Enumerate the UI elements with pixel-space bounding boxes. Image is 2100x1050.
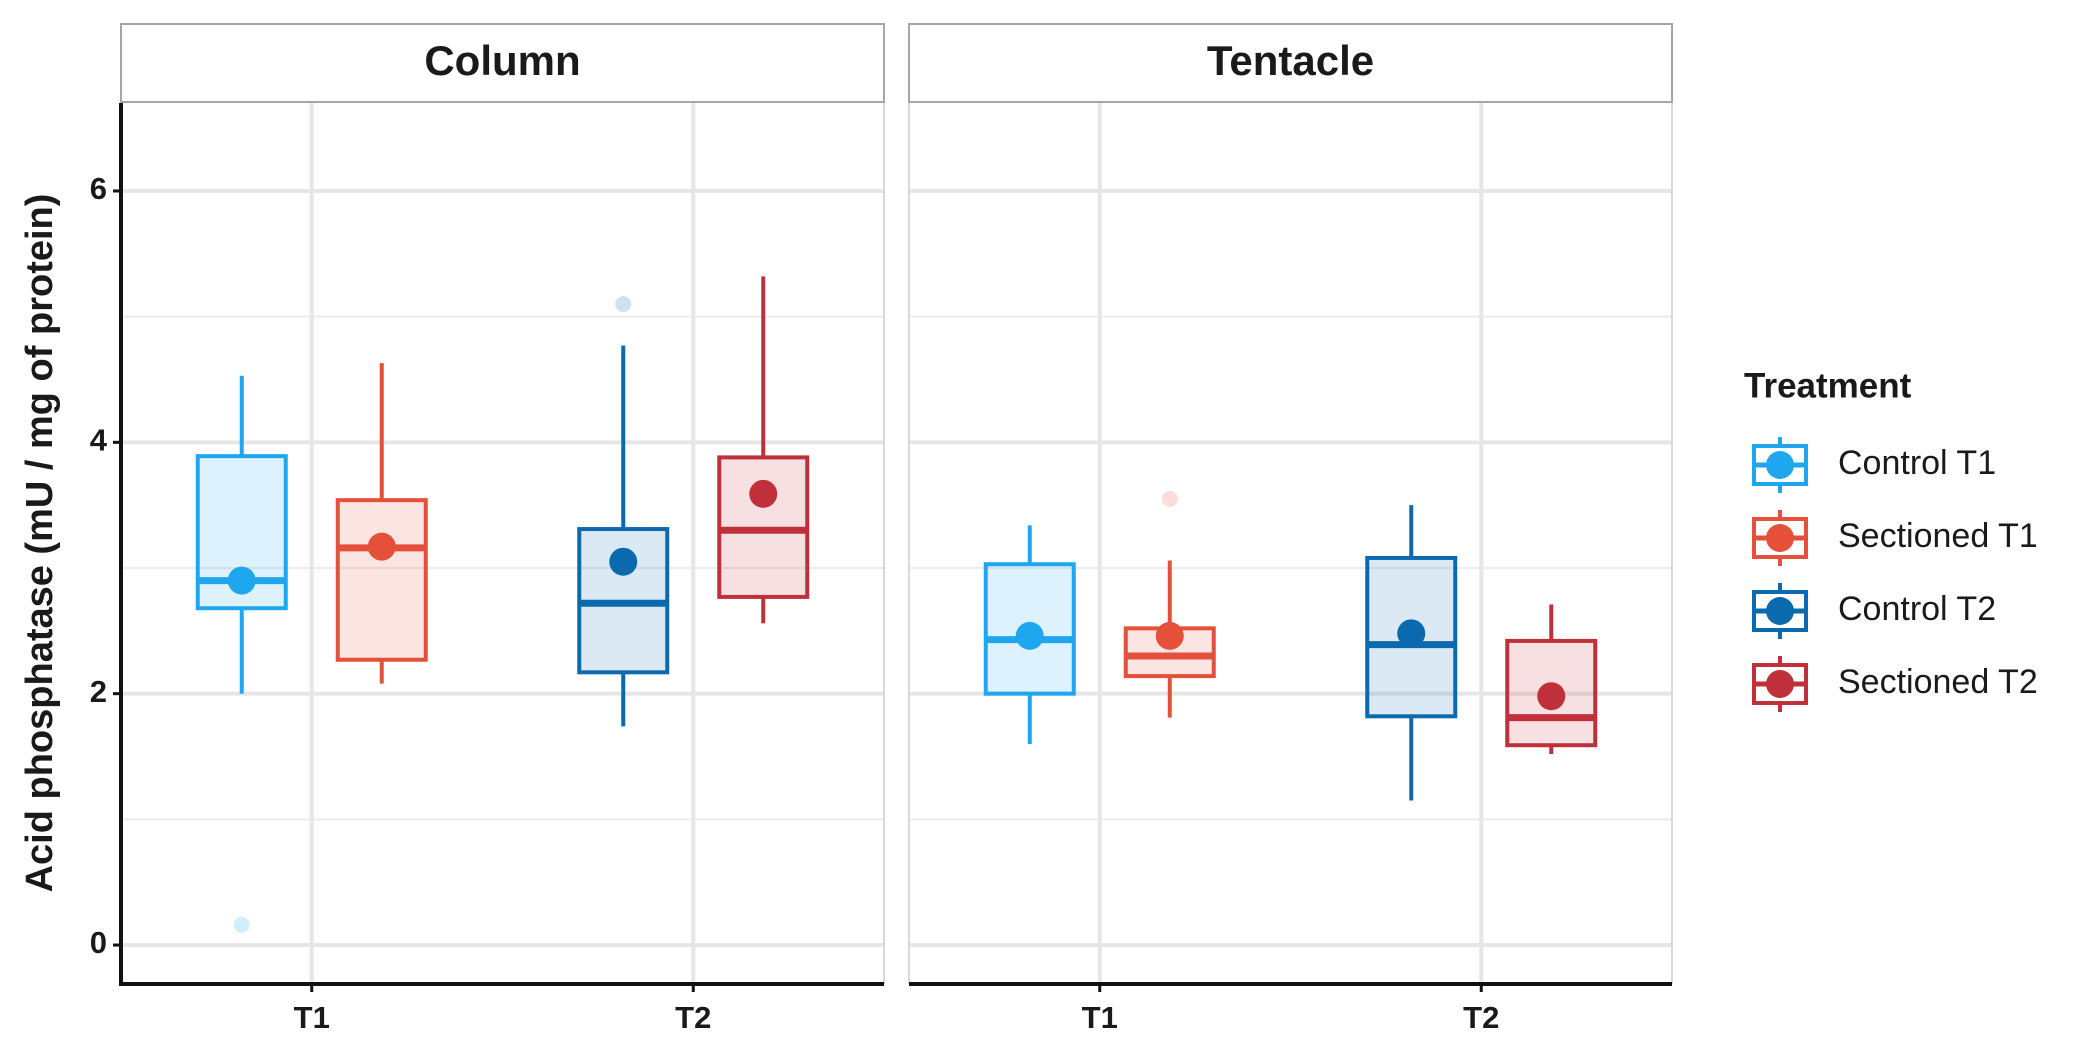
legend-title: Treatment	[1744, 366, 1912, 405]
mean-point	[227, 566, 256, 595]
y-tick-label: 0	[90, 925, 107, 960]
legend-label: Sectioned T2	[1838, 663, 2038, 701]
mean-point	[1397, 619, 1426, 648]
x-tick-label: T2	[675, 1000, 711, 1035]
y-tick-label: 6	[90, 171, 107, 206]
y-axis-label: Acid phosphatase (mU / mg of protein)	[19, 194, 61, 893]
mean-point	[1537, 682, 1566, 711]
mean-point	[1155, 621, 1184, 650]
strip-background	[908, 23, 1673, 103]
panel-background	[121, 103, 884, 984]
legend-key-dot	[1766, 597, 1794, 625]
x-tick-label: T1	[1082, 1000, 1118, 1035]
legend-key-dot	[1766, 524, 1794, 552]
y-tick-label: 4	[90, 423, 108, 458]
strip-background	[120, 23, 885, 103]
box	[335, 498, 428, 662]
y-tick-label: 2	[90, 674, 107, 709]
mean-point	[609, 547, 638, 576]
outlier	[615, 296, 632, 313]
strip-title: Tentacle	[1207, 37, 1374, 84]
legend-key-dot	[1766, 451, 1794, 479]
legend-label: Sectioned T1	[1838, 517, 2038, 555]
x-tick-label: T2	[1463, 1000, 1499, 1035]
x-tick-label: T1	[294, 1000, 330, 1035]
mean-point	[367, 532, 396, 561]
legend-label: Control T2	[1838, 590, 1996, 628]
strip-title: Column	[424, 37, 580, 84]
legend-label: Control T1	[1838, 444, 1996, 482]
mean-point	[749, 479, 778, 508]
outlier	[1161, 490, 1178, 507]
legend-key-dot	[1766, 670, 1794, 698]
outlier	[233, 916, 250, 933]
mean-point	[1015, 621, 1044, 650]
panel-background	[909, 103, 1672, 984]
